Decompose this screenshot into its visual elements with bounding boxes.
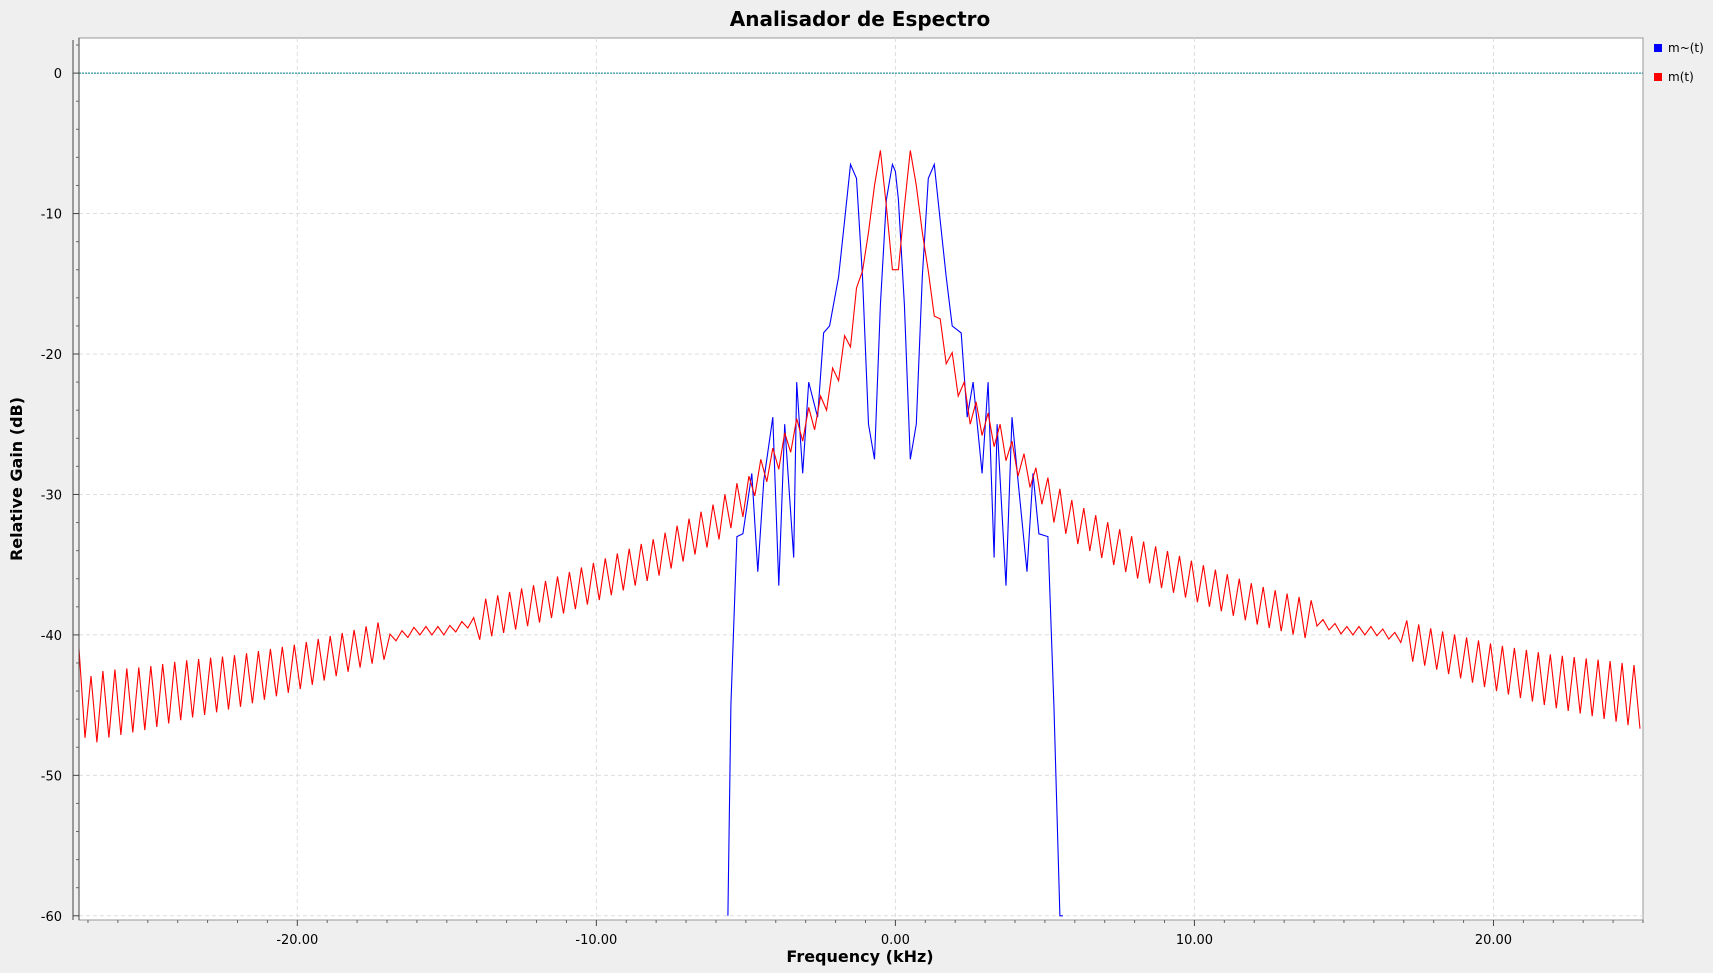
chart-title: Analisador de Espectro bbox=[730, 7, 991, 31]
x-tick-label-0: -20.00 bbox=[276, 933, 318, 948]
plot-frame bbox=[78, 37, 1644, 921]
y-axis-label: Relative Gain (dB) bbox=[7, 397, 26, 561]
y-axis-ticks: 0 -10 -20 -30 -40 -50 -60 bbox=[41, 44, 79, 925]
legend-label-1: m(t) bbox=[1668, 70, 1694, 84]
x-tick-label-1: -10.00 bbox=[575, 933, 617, 948]
legend: m~(t) m(t) bbox=[1654, 41, 1704, 84]
y-tick-label-3: -30 bbox=[41, 488, 62, 503]
x-tick-label-3: 10.00 bbox=[1176, 933, 1213, 948]
series-line-m-tilde-t bbox=[727, 162, 1063, 917]
axes: -20.00 -10.00 0.00 10.00 20.00 0 -10 -20 -30 -40… bbox=[41, 38, 1644, 948]
legend-swatch-1 bbox=[1654, 73, 1662, 81]
legend-swatch-0 bbox=[1654, 44, 1662, 52]
x-axis-label: Frequency (kHz) bbox=[786, 947, 933, 966]
y-tick-label-0: 0 bbox=[54, 67, 62, 82]
plot-area[interactable] bbox=[78, 37, 1644, 921]
x-tick-label-4: 20.00 bbox=[1475, 933, 1512, 948]
x-axis-ticks: -20.00 -10.00 0.00 10.00 20.00 bbox=[87, 920, 1644, 948]
series-layer bbox=[78, 150, 1641, 917]
y-tick-label-5: -50 bbox=[41, 769, 62, 784]
series-line-m-t bbox=[78, 150, 1641, 743]
y-tick-label-1: -10 bbox=[41, 208, 62, 223]
y-tick-label-6: -60 bbox=[41, 910, 62, 925]
y-tick-label-4: -40 bbox=[41, 629, 62, 644]
legend-label-0: m~(t) bbox=[1668, 41, 1704, 55]
y-tick-label-2: -20 bbox=[41, 348, 62, 363]
x-tick-label-2: 0.00 bbox=[881, 933, 910, 948]
